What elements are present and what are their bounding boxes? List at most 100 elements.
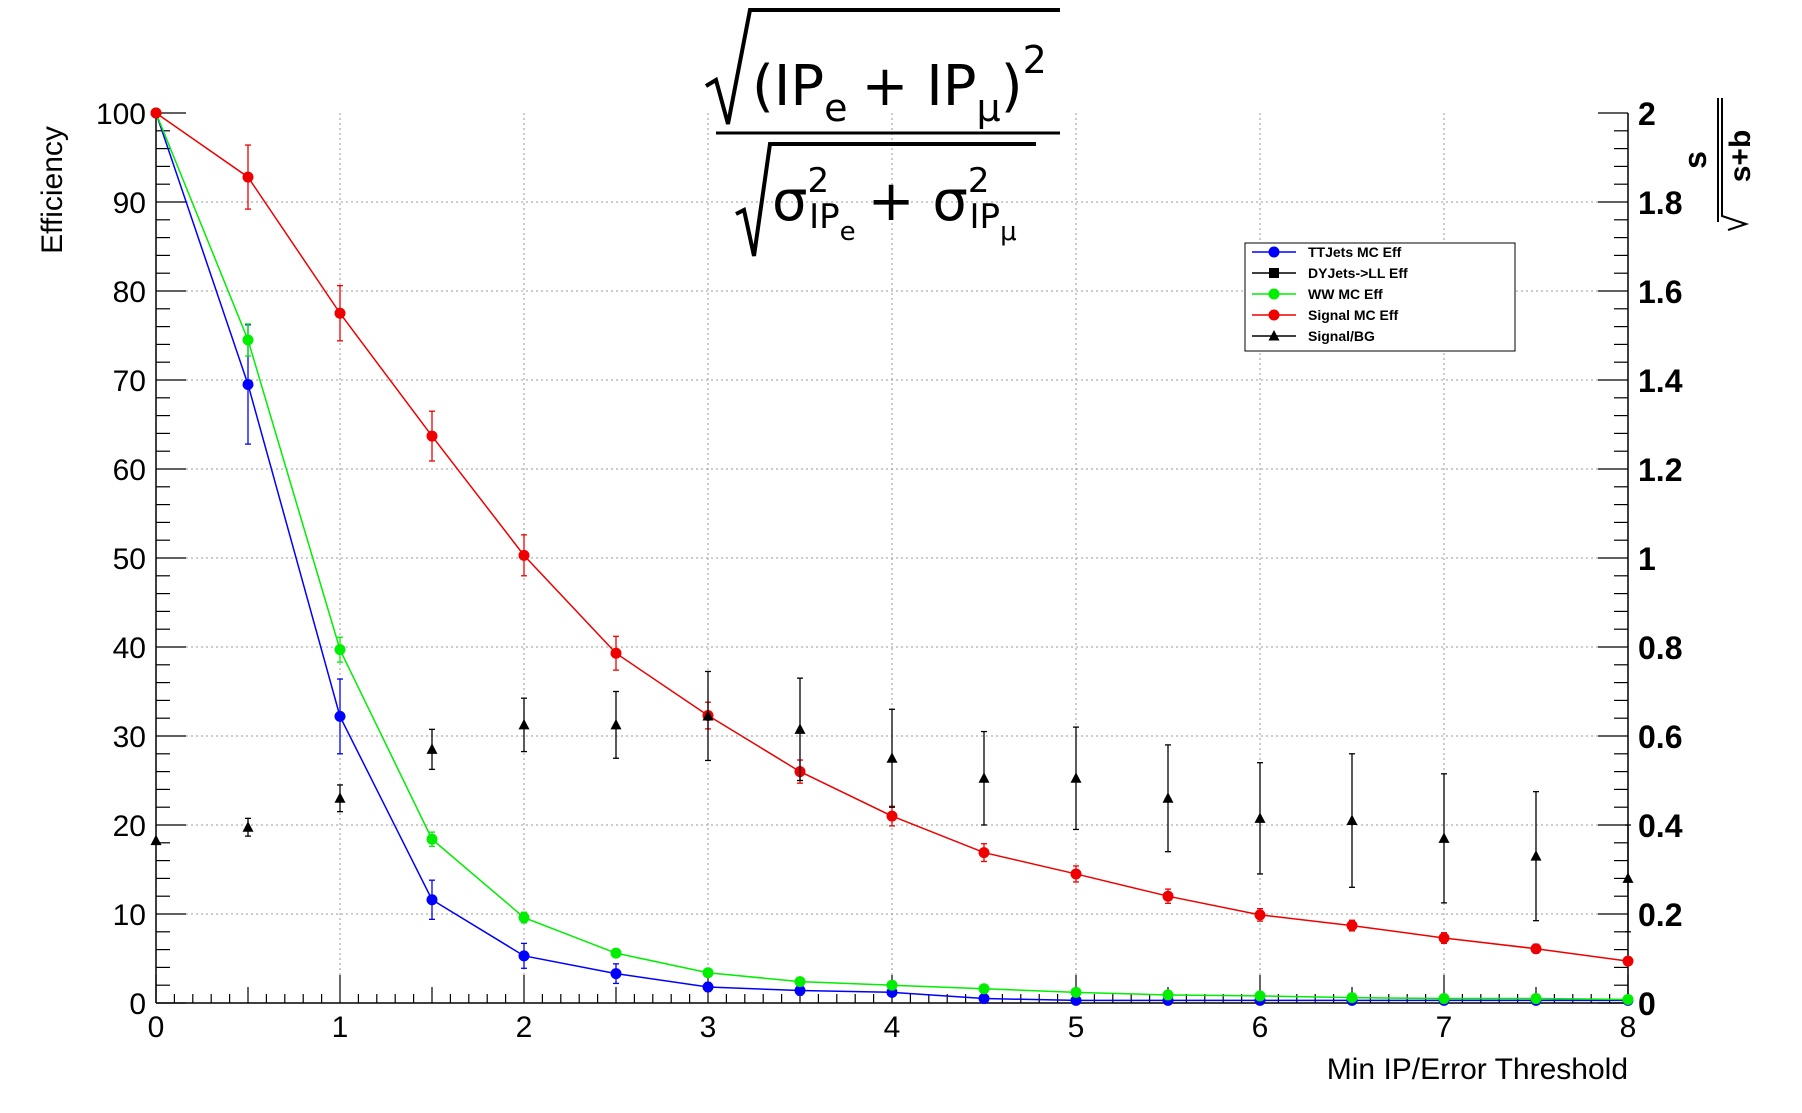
data-point <box>1622 872 1634 883</box>
y-tick-label: 40 <box>113 632 146 665</box>
y-right-tick-label: 1.4 <box>1638 363 1683 399</box>
data-point <box>1530 943 1542 955</box>
title-numerator: (IPe + IPμ)2 <box>752 38 1047 130</box>
x-tick-label: 6 <box>1252 1011 1269 1044</box>
data-point <box>1162 792 1174 803</box>
data-point <box>1530 850 1542 861</box>
data-point <box>150 834 162 846</box>
legend-entry: DYJets->LL Eff <box>1252 265 1408 281</box>
legend-marker <box>1268 330 1280 341</box>
series-signal-bg <box>150 670 1634 933</box>
legend-entry: Signal/BG <box>1252 328 1375 344</box>
data-point <box>1530 993 1542 1005</box>
y-right-tick-label: 1 <box>1638 541 1656 577</box>
y-right-tick-label: 2 <box>1638 96 1656 132</box>
x-tick-label: 7 <box>1436 1011 1453 1044</box>
title-denominator: σ2 IPe + σ2 IPμ <box>772 161 1017 247</box>
data-point <box>518 912 530 924</box>
y-right-tick-label: 1.2 <box>1638 452 1682 488</box>
series <box>150 107 1634 1006</box>
data-point <box>1070 994 1082 1006</box>
data-point <box>978 983 990 995</box>
legend-label: Signal/BG <box>1308 328 1375 344</box>
data-point <box>702 709 714 721</box>
data-point <box>978 847 990 859</box>
title-denominator-sqrt-sign <box>735 142 1036 257</box>
legend-marker <box>1269 268 1279 278</box>
data-point <box>1162 989 1174 1001</box>
y-tick-label: 0 <box>129 988 146 1021</box>
y-right-tick-label: 1.8 <box>1638 185 1682 221</box>
data-point <box>1346 992 1358 1004</box>
y-tick-label: 60 <box>113 454 146 487</box>
y-tick-label: 10 <box>113 899 146 932</box>
y-tick-label: 100 <box>96 98 146 131</box>
data-point <box>1162 890 1174 902</box>
data-point <box>334 644 346 656</box>
y-axis-label: Efficiency <box>36 126 69 254</box>
y-right-tick-label: 0.8 <box>1638 630 1682 666</box>
series-signal-mc-eff <box>150 107 1634 967</box>
x-tick-label: 3 <box>700 1011 717 1044</box>
data-point <box>1438 832 1450 843</box>
data-point <box>518 549 530 561</box>
data-point <box>702 967 714 979</box>
data-point <box>334 710 346 722</box>
series-ww-mc-eff <box>150 107 1634 1005</box>
data-point <box>794 985 806 997</box>
y-tick-label: 70 <box>113 365 146 398</box>
data-point <box>794 976 806 988</box>
x-tick-label: 8 <box>1620 1011 1637 1044</box>
data-point <box>242 171 254 183</box>
chart-title: (IPe + IPμ)2 σ2 IPe + σ2 IPμ <box>704 8 1060 257</box>
data-point <box>978 772 990 783</box>
data-point <box>426 833 438 845</box>
data-point <box>886 979 898 991</box>
data-point <box>1254 990 1266 1002</box>
y-right-tick-label: 0 <box>1638 986 1656 1022</box>
y-tick-label: 30 <box>113 721 146 754</box>
y-tick-label: 20 <box>113 810 146 843</box>
y-right-axis-label: s s+b <box>1677 98 1757 231</box>
data-point <box>886 810 898 822</box>
y-tick-label: 90 <box>113 187 146 220</box>
data-point <box>1070 772 1082 783</box>
x-tick-label: 4 <box>884 1011 901 1044</box>
data-point <box>150 107 162 119</box>
data-point <box>610 947 622 959</box>
x-tick-label: 2 <box>516 1011 533 1044</box>
legend-box <box>1244 242 1516 352</box>
data-point <box>1070 868 1082 880</box>
legend-label: WW MC Eff <box>1308 286 1383 302</box>
y-tick-label: 80 <box>113 276 146 309</box>
y-right-sqrt-sign <box>1721 98 1750 231</box>
series-ttjets-mc-eff <box>150 107 1634 1006</box>
data-point <box>1254 812 1266 823</box>
y-right-label-numerator: s <box>1677 151 1713 169</box>
legend-label: TTJets MC Eff <box>1308 244 1402 260</box>
legend: TTJets MC Eff DYJets->LL Eff WW MC Eff Sign… <box>1244 242 1516 352</box>
x-axis-label: Min IP/Error Threshold <box>1327 1053 1628 1086</box>
data-point <box>610 647 622 659</box>
data-point <box>1622 955 1634 967</box>
y-right-tick-label: 0.2 <box>1638 897 1682 933</box>
legend-entry: Signal MC Eff <box>1252 307 1399 323</box>
data-point <box>426 743 438 754</box>
legend-label: DYJets->LL Eff <box>1308 265 1408 281</box>
data-point <box>1438 993 1450 1005</box>
y-right-label-denominator: s+b <box>1724 130 1757 183</box>
legend-marker <box>1268 309 1280 321</box>
data-point <box>242 378 254 390</box>
data-point <box>1070 986 1082 998</box>
y-right-tick-label: 1.6 <box>1638 274 1682 310</box>
data-point <box>794 723 806 734</box>
y-right-tick-label: 0.4 <box>1638 808 1683 844</box>
y-right-tick-label: 0.6 <box>1638 719 1682 755</box>
legend-label: Signal MC Eff <box>1308 307 1399 323</box>
title-numerator-sqrt-sign <box>704 8 1060 125</box>
data-point <box>1346 920 1358 932</box>
data-point <box>702 981 714 993</box>
data-point <box>1622 993 1634 1005</box>
